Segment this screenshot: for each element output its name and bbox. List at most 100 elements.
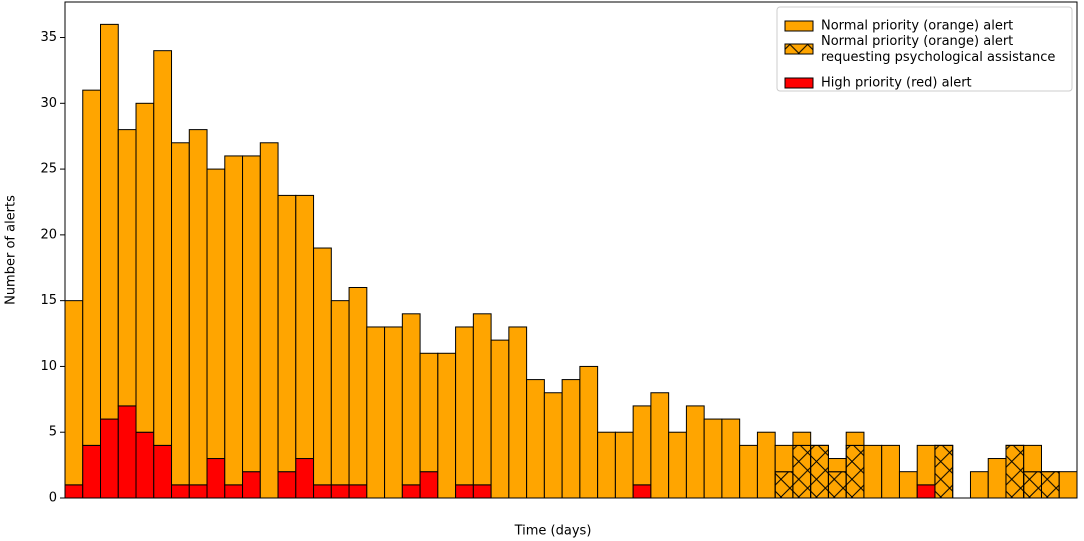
bar-segment — [632, 484, 652, 499]
bar-hatch — [792, 444, 812, 499]
bar-segment — [526, 379, 545, 499]
bar-segment — [295, 194, 315, 460]
bar-hatch — [774, 471, 794, 499]
bar-segment — [153, 50, 173, 446]
bar-segment — [188, 129, 208, 486]
legend-swatch — [784, 77, 814, 89]
y-tick-label: 20 — [40, 227, 57, 242]
bar-segment — [277, 194, 297, 473]
bar-segment — [437, 352, 457, 499]
bar-segment — [135, 102, 155, 433]
y-tick-label: 30 — [40, 96, 57, 111]
y-tick-label: 35 — [40, 30, 57, 45]
legend-swatch — [784, 20, 814, 32]
bar-segment — [703, 418, 723, 499]
bar-segment — [739, 444, 758, 499]
bar-segment — [685, 405, 705, 499]
bar-segment — [259, 142, 279, 499]
bar-segment — [277, 471, 297, 499]
bar-segment — [579, 365, 599, 499]
bar-segment — [898, 471, 918, 499]
bar-segment — [171, 142, 190, 486]
x-axis-label: Time (days) — [514, 524, 592, 539]
y-tick-label: 5 — [49, 425, 57, 440]
bar-segment — [100, 418, 119, 499]
bar-segment — [64, 300, 84, 486]
bar-segment — [100, 23, 119, 420]
y-axis-label: Number of alerts — [4, 195, 19, 305]
bar-segment — [117, 129, 137, 407]
bar-segment — [313, 247, 332, 486]
bar-segment — [827, 458, 847, 473]
bar-segment — [614, 431, 634, 499]
bar-segment — [82, 444, 102, 499]
bar-segment — [330, 484, 350, 499]
bar-segment — [188, 484, 208, 499]
bar-segment — [1058, 471, 1078, 499]
legend-line: Normal priority (orange) alert — [821, 34, 1013, 49]
y-tick-label: 25 — [40, 162, 57, 177]
bar-segment — [419, 352, 439, 473]
bar-hatch — [845, 444, 865, 499]
bar-segment — [135, 431, 155, 499]
bar-segment — [916, 484, 936, 499]
bar-segment — [330, 300, 350, 486]
bar-segment — [756, 431, 776, 499]
bar-hatch — [1005, 444, 1025, 499]
bar-segment — [508, 326, 528, 499]
legend-label: Normal priority (orange) alert requesting… — [821, 34, 1055, 65]
bar-segment — [153, 444, 173, 499]
bar-segment — [206, 458, 226, 499]
legend-label: Normal priority (orange) alert — [821, 19, 1013, 34]
bar-segment — [881, 444, 900, 499]
bar-segment — [490, 339, 510, 499]
axes-frame — [64, 1, 1078, 499]
bar-segment — [597, 431, 616, 499]
bar-segment — [313, 484, 332, 499]
bar-segment — [64, 484, 84, 499]
bar-segment — [863, 444, 883, 499]
bar-segment — [845, 431, 865, 446]
bar-segment — [987, 458, 1007, 499]
y-tick-label: 10 — [40, 359, 57, 374]
legend-box — [776, 6, 1073, 92]
bar-segment — [242, 155, 261, 473]
legend-label: High priority (red) alert — [821, 76, 972, 91]
bar-segment — [295, 458, 315, 499]
bar-segment — [543, 392, 563, 499]
bar-segment — [721, 418, 741, 499]
bar-segment — [224, 155, 244, 486]
bar-segment — [561, 379, 581, 499]
bar-segment — [348, 286, 368, 486]
bar-segment — [916, 444, 936, 486]
bar-segment — [455, 326, 474, 486]
bar-segment — [668, 431, 687, 499]
bar-segment — [384, 326, 403, 499]
bar-segment — [419, 471, 439, 499]
bar-segment — [401, 484, 421, 499]
bar-segment — [969, 471, 989, 499]
bar-hatch — [934, 444, 954, 499]
y-tick-label: 0 — [49, 491, 57, 506]
legend-line: requesting psychological assistance — [821, 50, 1055, 65]
bar-segment — [1023, 444, 1042, 473]
bar-segment — [472, 313, 492, 486]
bar-segment — [650, 392, 670, 499]
bar-segment — [206, 168, 226, 460]
bar-segment — [366, 326, 386, 499]
bar-segment — [242, 471, 261, 499]
bar-segment — [632, 405, 652, 486]
bar-hatch — [1023, 471, 1042, 499]
bar-segment — [774, 444, 794, 473]
bar-segment — [348, 484, 368, 499]
bar-segment — [82, 89, 102, 446]
legend-hatch — [784, 43, 814, 55]
bar-hatch — [810, 444, 829, 499]
bar-hatch — [1040, 471, 1060, 499]
y-tick-label: 15 — [40, 293, 57, 308]
bar-segment — [455, 484, 474, 499]
bar-segment — [792, 431, 812, 446]
bar-hatch — [827, 471, 847, 499]
bar-segment — [401, 313, 421, 486]
